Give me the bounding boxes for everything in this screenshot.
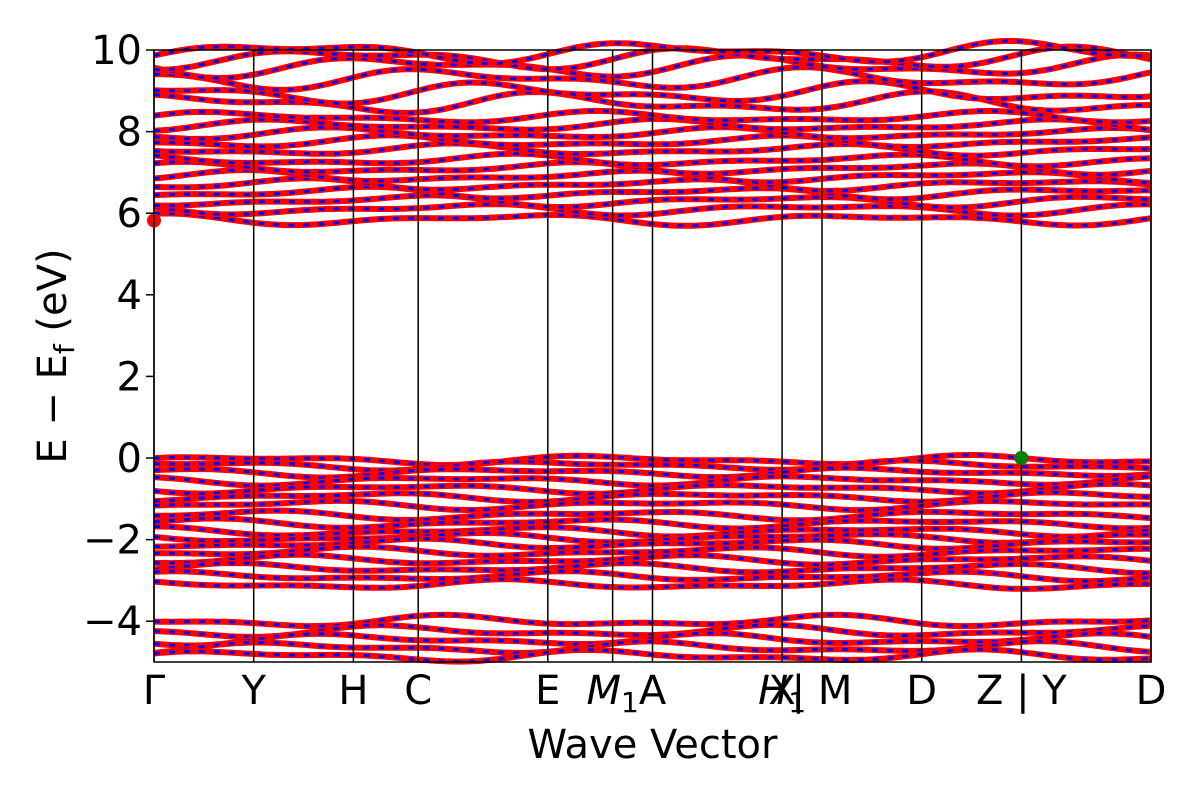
conduction-band-down bbox=[153, 39, 1152, 66]
x-tick-label: E bbox=[535, 668, 560, 714]
x-axis: Γ Y H C E M1 A XH1| M D Z | Y D bbox=[143, 668, 1167, 719]
x-tick-label: A bbox=[639, 668, 667, 714]
y-tick-label: 6 bbox=[117, 191, 142, 237]
plot-frame bbox=[153, 49, 1152, 663]
conduction-band-down bbox=[153, 53, 1152, 80]
y-tick-label: 0 bbox=[117, 436, 142, 482]
x-tick-label: H bbox=[338, 668, 368, 714]
x-tick-label: D bbox=[906, 668, 937, 714]
x-tick-label: D bbox=[1136, 668, 1167, 714]
x-tick-label: Z | Y bbox=[976, 668, 1067, 714]
x-tick-label: X bbox=[768, 668, 795, 714]
y-tick-label: 4 bbox=[117, 273, 142, 319]
x-tick-label: | M bbox=[792, 668, 853, 714]
conduction-band-down bbox=[153, 65, 1152, 92]
y-tick-label: 10 bbox=[91, 28, 142, 74]
y-tick-label: −2 bbox=[83, 518, 142, 564]
y-axis-label: E − Ef (eV) bbox=[30, 248, 81, 463]
conduction-band-down bbox=[153, 79, 1152, 106]
y-axis: −4 −2 0 2 4 6 8 10 bbox=[83, 28, 154, 645]
y-tick-label: −4 bbox=[83, 599, 142, 645]
y-tick-label: 8 bbox=[117, 110, 142, 156]
conduction-band-down bbox=[153, 45, 1152, 72]
x-tick-label: Y bbox=[240, 668, 266, 714]
x-tick-label: Γ bbox=[143, 668, 166, 714]
x-axis-label: Wave Vector bbox=[528, 722, 779, 768]
x-tick-label: M1 bbox=[586, 668, 638, 719]
extrema-points bbox=[147, 213, 1029, 465]
y-tick-label: 2 bbox=[117, 354, 142, 400]
vbm-point bbox=[1014, 451, 1029, 465]
x-tick-label: C bbox=[404, 668, 432, 714]
x-tick-label: H1 bbox=[758, 668, 806, 719]
